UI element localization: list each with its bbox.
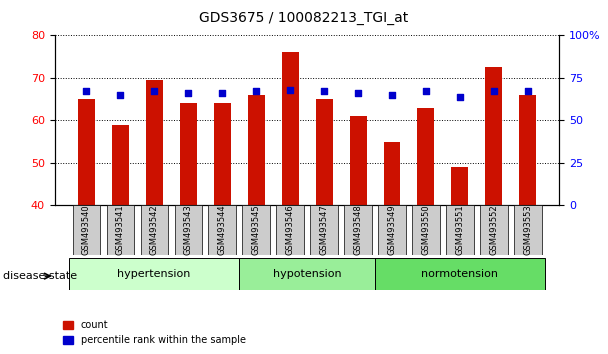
FancyBboxPatch shape <box>412 205 440 255</box>
FancyBboxPatch shape <box>243 205 270 255</box>
Text: GSM493547: GSM493547 <box>320 205 328 256</box>
Point <box>387 92 397 98</box>
Text: GSM493552: GSM493552 <box>489 205 499 256</box>
FancyBboxPatch shape <box>344 205 371 255</box>
Bar <box>112 125 129 205</box>
Text: GSM493553: GSM493553 <box>523 205 533 256</box>
Point <box>149 88 159 94</box>
FancyBboxPatch shape <box>480 205 508 255</box>
FancyBboxPatch shape <box>239 258 375 290</box>
Text: GSM493545: GSM493545 <box>252 205 261 256</box>
Text: GSM493548: GSM493548 <box>353 205 362 256</box>
Point <box>183 90 193 96</box>
Text: GSM493541: GSM493541 <box>116 205 125 256</box>
Bar <box>485 67 502 205</box>
Bar <box>78 99 95 205</box>
Point <box>217 90 227 96</box>
Point <box>421 88 431 94</box>
Text: GDS3675 / 100082213_TGI_at: GDS3675 / 100082213_TGI_at <box>199 11 409 25</box>
FancyBboxPatch shape <box>378 205 406 255</box>
Text: GSM493550: GSM493550 <box>421 205 430 256</box>
FancyBboxPatch shape <box>375 258 545 290</box>
Point <box>81 88 91 94</box>
Legend: count, percentile rank within the sample: count, percentile rank within the sample <box>60 316 250 349</box>
FancyBboxPatch shape <box>174 205 202 255</box>
Bar <box>316 99 333 205</box>
FancyBboxPatch shape <box>106 205 134 255</box>
Text: normotension: normotension <box>421 269 499 279</box>
Point <box>455 94 465 99</box>
Bar <box>282 52 299 205</box>
FancyBboxPatch shape <box>514 205 542 255</box>
Text: GSM493543: GSM493543 <box>184 205 193 256</box>
FancyBboxPatch shape <box>72 205 100 255</box>
Bar <box>179 103 196 205</box>
FancyBboxPatch shape <box>69 258 239 290</box>
Point <box>285 87 295 93</box>
Point <box>116 92 125 98</box>
Bar <box>146 80 162 205</box>
FancyBboxPatch shape <box>277 205 303 255</box>
Bar <box>384 142 401 205</box>
Bar <box>418 108 435 205</box>
Text: GSM493540: GSM493540 <box>81 205 91 256</box>
Bar <box>247 95 264 205</box>
Text: GSM493549: GSM493549 <box>387 205 396 256</box>
Bar <box>452 167 468 205</box>
Bar <box>213 103 230 205</box>
Point <box>353 90 363 96</box>
Bar <box>519 95 536 205</box>
Point <box>489 88 499 94</box>
FancyBboxPatch shape <box>209 205 236 255</box>
Text: hypotension: hypotension <box>273 269 341 279</box>
Text: GSM493546: GSM493546 <box>286 205 294 256</box>
FancyBboxPatch shape <box>140 205 168 255</box>
FancyBboxPatch shape <box>311 205 337 255</box>
Text: hypertension: hypertension <box>117 269 191 279</box>
Text: GSM493551: GSM493551 <box>455 205 465 256</box>
Text: GSM493544: GSM493544 <box>218 205 227 256</box>
Point <box>251 88 261 94</box>
Text: GSM493542: GSM493542 <box>150 205 159 256</box>
Text: disease state: disease state <box>3 271 77 281</box>
Point <box>319 88 329 94</box>
FancyBboxPatch shape <box>446 205 474 255</box>
Point <box>523 88 533 94</box>
Bar <box>350 116 367 205</box>
